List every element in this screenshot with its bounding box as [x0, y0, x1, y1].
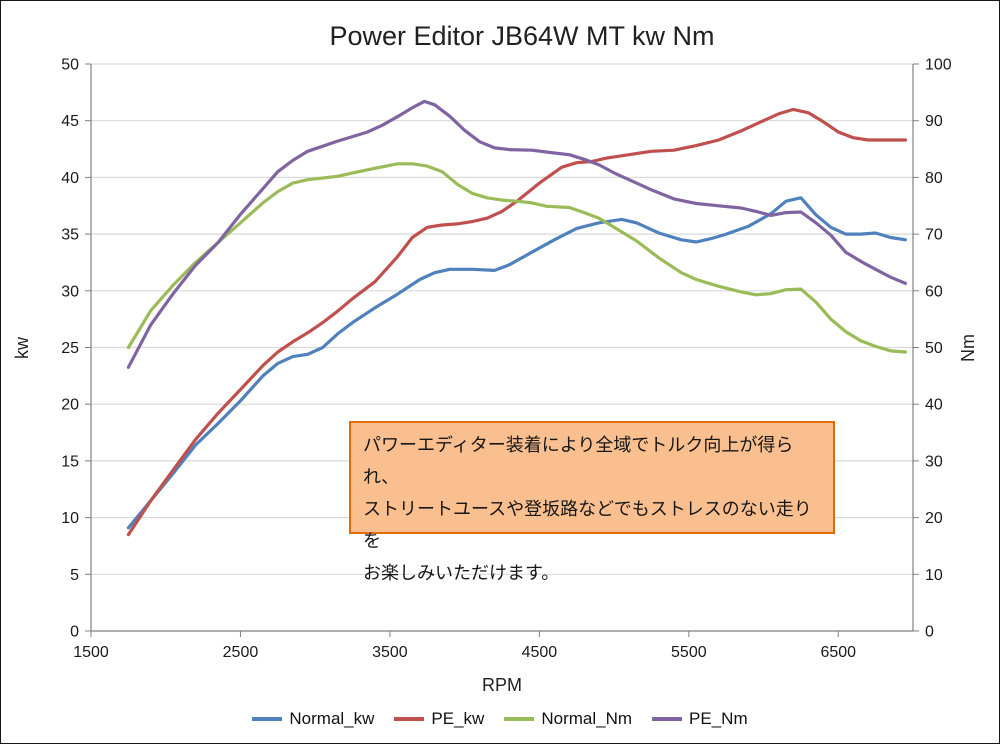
y-axis-left-tick-label: 25: [61, 340, 79, 357]
y-axis-left-tick-label: 30: [61, 283, 79, 300]
y-axis-right-tick-label: 60: [925, 283, 943, 300]
y-axis-left-tick-label: 0: [70, 624, 79, 641]
x-axis-tick-label: 4500: [522, 644, 558, 661]
legend-label: Normal_kw: [289, 709, 375, 728]
legend-swatch: [652, 717, 683, 721]
y-axis-right-tick-label: 30: [925, 453, 943, 470]
annotation-box: パワーエディター装着により全域でトルク向上が得られ、 ストリートユースや登坂路な…: [349, 421, 835, 583]
legend-label: PE_kw: [431, 709, 485, 728]
legend: Normal_kw PE_kw Normal_Nm PE_Nm: [1, 706, 999, 732]
x-axis-tick-label: 5500: [671, 644, 707, 661]
x-axis-tick-label: 2500: [223, 644, 259, 661]
y-axis-left-tick-label: 45: [61, 113, 79, 130]
y-axis-right-tick-label: 80: [925, 170, 943, 187]
y-axis-right-tick-label: 40: [925, 397, 943, 414]
y-axis-right-tick-label: 0: [925, 624, 934, 641]
y-axis-label-left: kw: [12, 336, 32, 359]
annotation-line: お楽しみいただけます。: [363, 563, 560, 583]
y-axis-right-tick-label: 20: [925, 510, 943, 527]
legend-item-PE_Nm: PE_Nm: [652, 709, 748, 729]
x-axis-tick-label: 6500: [820, 644, 856, 661]
y-axis-right-tick-label: 90: [925, 113, 943, 130]
chart-title: Power Editor JB64W MT kw Nm: [329, 21, 714, 51]
series-line-PE_Nm: [126, 99, 908, 369]
series-layer: [126, 99, 908, 537]
series-line-PE_kw: [126, 107, 908, 537]
legend-item-PE_kw: PE_kw: [394, 709, 484, 729]
legend-swatch: [394, 717, 425, 721]
annotation-line: ストリートユースや登坂路などでもストレスのない走りを: [363, 499, 812, 551]
x-axis-tick-label: 1500: [73, 644, 109, 661]
legend-label: Normal_Nm: [541, 709, 633, 728]
y-axis-left-tick-label: 15: [61, 453, 79, 470]
legend-label: PE_Nm: [689, 709, 748, 728]
x-axis-label: RPM: [482, 675, 522, 695]
y-axis-right-tick-label: 50: [925, 340, 943, 357]
y-axis-left-tick-label: 5: [70, 567, 79, 584]
x-axis-tick-label: 3500: [372, 644, 408, 661]
y-axis-right-tick-label: 100: [925, 57, 952, 74]
series-line-Normal_kw: [126, 196, 908, 530]
y-axis-left-tick-label: 10: [61, 510, 79, 527]
y-axis-left-tick-label: 50: [61, 57, 79, 74]
series-line-Normal_Nm: [126, 162, 908, 354]
y-axis-label-right: Nm: [958, 334, 978, 362]
y-axis-left-tick-label: 40: [61, 170, 79, 187]
legend-swatch: [252, 717, 283, 721]
annotation-line: パワーエディター装着により全域でトルク向上が得られ、: [363, 435, 794, 487]
y-axis-left-tick-label: 20: [61, 397, 79, 414]
y-axis-left-tick-label: 35: [61, 227, 79, 244]
y-axis-right-tick-label: 10: [925, 567, 943, 584]
y-axis-right-tick-label: 70: [925, 227, 943, 244]
legend-item-Normal_kw: Normal_kw: [252, 709, 374, 729]
legend-swatch: [504, 717, 535, 721]
legend-item-Normal_Nm: Normal_Nm: [504, 709, 632, 729]
